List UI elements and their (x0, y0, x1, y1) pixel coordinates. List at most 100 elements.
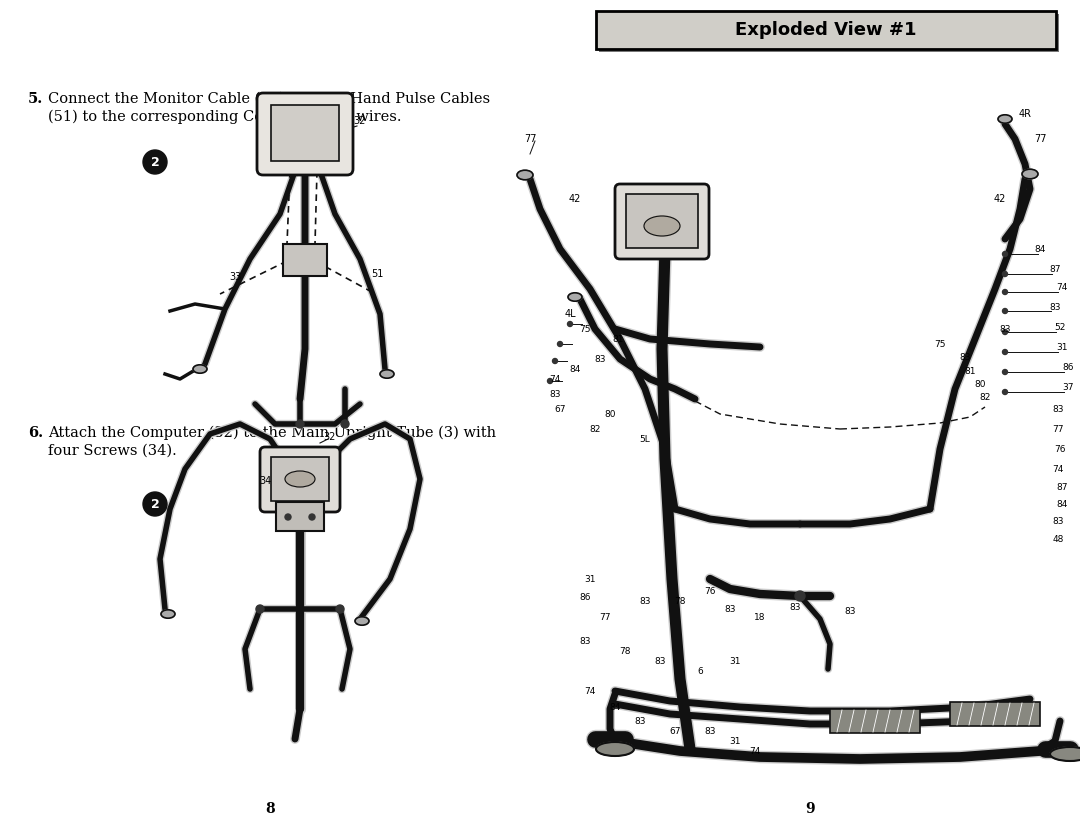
Text: 82: 82 (980, 393, 990, 401)
Text: 67: 67 (554, 404, 566, 414)
Ellipse shape (285, 471, 315, 487)
Circle shape (285, 514, 291, 520)
Text: 52: 52 (1054, 323, 1066, 331)
Text: 80: 80 (974, 379, 986, 389)
Circle shape (296, 420, 303, 428)
Text: four Screws (34).: four Screws (34). (48, 444, 177, 458)
Circle shape (143, 492, 167, 516)
Circle shape (275, 481, 281, 487)
FancyBboxPatch shape (950, 702, 1040, 726)
Text: 6: 6 (697, 666, 703, 676)
Text: 75: 75 (934, 339, 946, 349)
Circle shape (567, 321, 572, 326)
FancyBboxPatch shape (257, 93, 353, 175)
Circle shape (1002, 272, 1008, 277)
Text: 82: 82 (590, 425, 600, 434)
Text: 83: 83 (845, 606, 855, 615)
Ellipse shape (161, 610, 175, 618)
Text: 31: 31 (1056, 343, 1068, 351)
Circle shape (309, 514, 315, 520)
Text: 83: 83 (789, 602, 800, 611)
Text: 78: 78 (674, 596, 686, 605)
Ellipse shape (568, 293, 582, 301)
Text: 8: 8 (266, 802, 274, 816)
Ellipse shape (517, 170, 534, 180)
Circle shape (256, 605, 264, 613)
Circle shape (1002, 329, 1008, 334)
Text: 84: 84 (609, 702, 621, 711)
Text: 5.: 5. (28, 92, 43, 106)
Text: 83: 83 (1052, 516, 1064, 525)
Text: 86: 86 (579, 592, 591, 601)
Text: 2: 2 (150, 498, 160, 510)
Circle shape (1002, 389, 1008, 394)
Text: 31: 31 (584, 575, 596, 584)
Text: 83: 83 (999, 324, 1011, 334)
Text: 83: 83 (1052, 404, 1064, 414)
Text: 87: 87 (1050, 264, 1061, 274)
FancyBboxPatch shape (831, 709, 920, 733)
Text: 75: 75 (579, 324, 591, 334)
FancyBboxPatch shape (615, 184, 708, 259)
Text: 81: 81 (964, 366, 975, 375)
Text: 84: 84 (569, 364, 581, 374)
Text: (51) to the corresponding Computer (32) wires.: (51) to the corresponding Computer (32) … (48, 110, 402, 124)
Text: 76: 76 (704, 586, 716, 595)
Text: 84: 84 (1056, 500, 1068, 509)
Text: 2: 2 (150, 155, 160, 168)
Ellipse shape (193, 364, 207, 373)
Text: 67: 67 (670, 726, 680, 736)
Text: 51: 51 (370, 269, 383, 279)
Circle shape (336, 605, 345, 613)
Circle shape (1002, 309, 1008, 314)
Text: 32: 32 (324, 432, 336, 442)
FancyBboxPatch shape (283, 244, 327, 276)
Text: Connect the Monitor Cable (33) and the Hand Pulse Cables: Connect the Monitor Cable (33) and the H… (48, 92, 490, 106)
Text: 77: 77 (524, 134, 537, 144)
FancyBboxPatch shape (271, 105, 339, 161)
Text: 83: 83 (639, 596, 651, 605)
Text: 84: 84 (1035, 244, 1045, 254)
Text: 83: 83 (1050, 303, 1061, 312)
Ellipse shape (1022, 169, 1038, 178)
Circle shape (275, 466, 281, 472)
Text: 5L: 5L (639, 435, 650, 444)
Text: 34: 34 (259, 476, 271, 486)
Text: 81: 81 (612, 334, 624, 344)
Text: 83: 83 (634, 716, 646, 726)
Text: 77: 77 (599, 612, 611, 621)
Text: 83: 83 (550, 389, 561, 399)
Text: Exploded View #1: Exploded View #1 (735, 21, 917, 39)
Ellipse shape (355, 617, 369, 626)
Ellipse shape (596, 742, 634, 756)
Text: 83: 83 (579, 636, 591, 646)
Text: 6.: 6. (28, 426, 43, 440)
Text: 77: 77 (1052, 425, 1064, 434)
Text: 32: 32 (354, 116, 366, 126)
FancyBboxPatch shape (599, 14, 1059, 52)
Text: 76: 76 (1054, 445, 1066, 454)
Circle shape (1002, 369, 1008, 374)
Text: 4L: 4L (564, 309, 576, 319)
Text: 80: 80 (604, 409, 616, 419)
Ellipse shape (998, 115, 1012, 123)
Text: Attach the Computer (32) to the Main Upright Tube (3) with: Attach the Computer (32) to the Main Upr… (48, 426, 496, 440)
Circle shape (795, 591, 805, 601)
Text: 83: 83 (594, 354, 606, 364)
Text: 74: 74 (750, 746, 760, 756)
Text: 33: 33 (229, 272, 241, 282)
FancyBboxPatch shape (626, 194, 698, 248)
Text: 18: 18 (754, 612, 766, 621)
Ellipse shape (380, 369, 394, 378)
Text: 74: 74 (550, 374, 561, 384)
Text: 31: 31 (729, 736, 741, 746)
FancyBboxPatch shape (271, 457, 329, 501)
Text: 48: 48 (1052, 535, 1064, 544)
Text: 83: 83 (704, 726, 716, 736)
Circle shape (553, 359, 557, 364)
Text: 74: 74 (584, 686, 596, 696)
Text: 78: 78 (619, 646, 631, 656)
Text: 37: 37 (1063, 383, 1074, 391)
Ellipse shape (1050, 747, 1080, 761)
Text: 42: 42 (569, 194, 581, 204)
